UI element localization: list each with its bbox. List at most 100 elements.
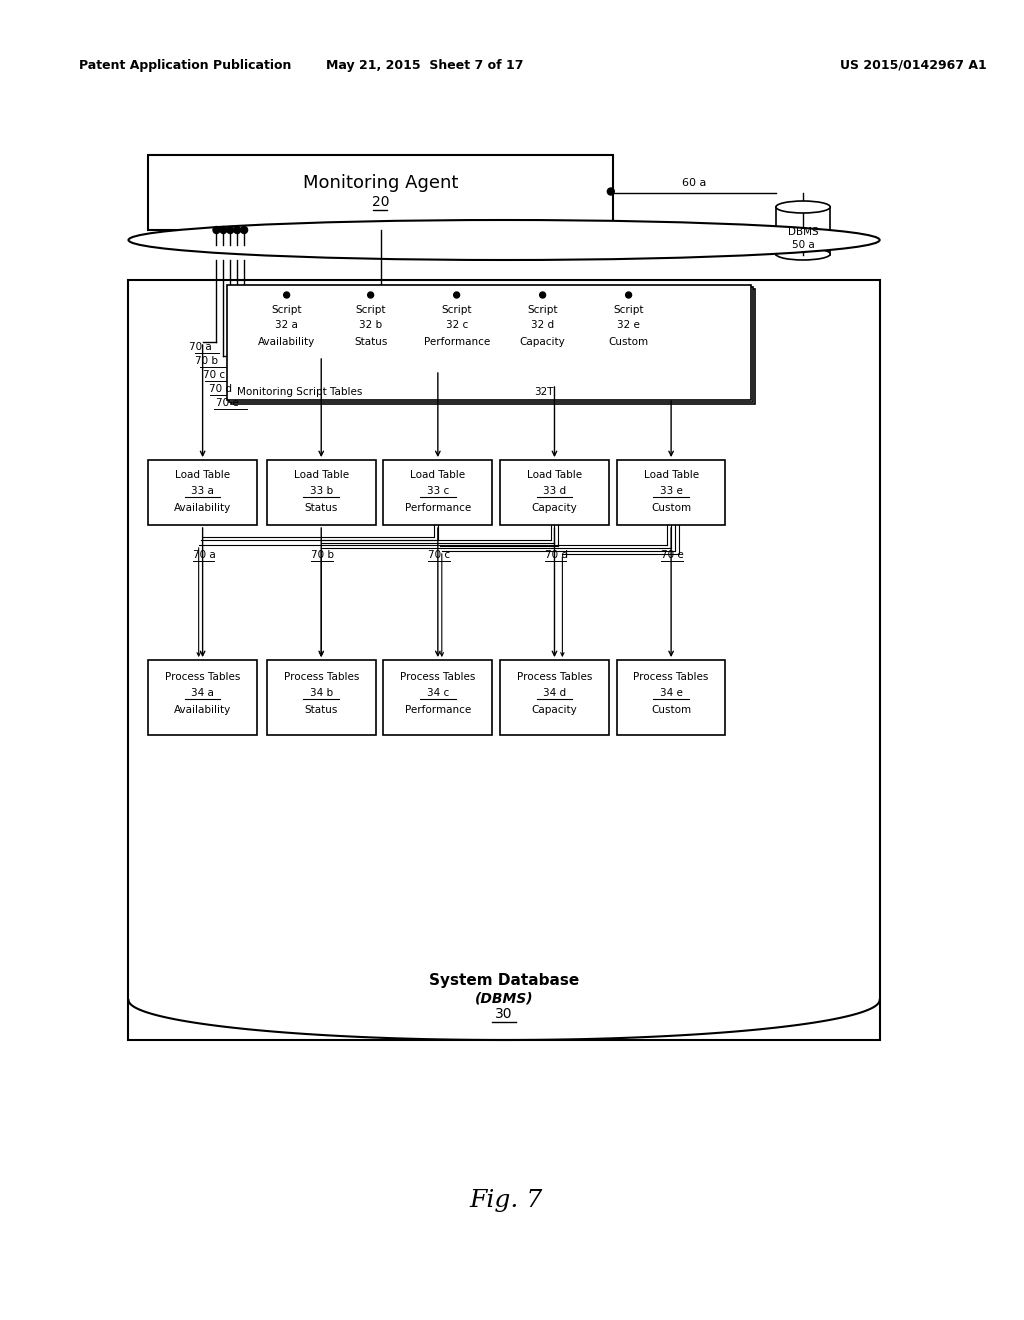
Text: Status: Status	[304, 705, 338, 715]
Text: Performance: Performance	[424, 337, 489, 347]
Text: 33 a: 33 a	[191, 486, 214, 496]
FancyBboxPatch shape	[336, 294, 406, 360]
Circle shape	[233, 227, 241, 234]
Text: May 21, 2015  Sheet 7 of 17: May 21, 2015 Sheet 7 of 17	[327, 58, 523, 71]
FancyBboxPatch shape	[148, 154, 612, 230]
Circle shape	[213, 227, 220, 234]
Text: Monitoring Script Tables: Monitoring Script Tables	[238, 387, 362, 397]
Text: Availability: Availability	[174, 503, 231, 513]
Circle shape	[540, 292, 546, 298]
Text: 34 a: 34 a	[191, 688, 214, 698]
Text: Monitoring Agent: Monitoring Agent	[303, 173, 458, 191]
FancyBboxPatch shape	[384, 459, 493, 525]
Text: Process Tables: Process Tables	[284, 672, 358, 682]
Text: (DBMS): (DBMS)	[475, 991, 534, 1005]
Text: 70 c: 70 c	[428, 550, 451, 560]
Circle shape	[241, 227, 248, 234]
Text: Load Table: Load Table	[643, 470, 698, 480]
Ellipse shape	[776, 201, 830, 213]
Text: 33 b: 33 b	[309, 486, 333, 496]
Text: 34 b: 34 b	[309, 688, 333, 698]
Text: Availability: Availability	[174, 705, 231, 715]
Circle shape	[454, 292, 460, 298]
Text: 70 a: 70 a	[193, 550, 215, 560]
Text: Custom: Custom	[651, 705, 691, 715]
FancyBboxPatch shape	[500, 459, 609, 525]
Text: DBMS: DBMS	[787, 227, 818, 238]
FancyBboxPatch shape	[148, 459, 257, 525]
Text: 34 e: 34 e	[659, 688, 683, 698]
Text: Load Table: Load Table	[175, 470, 230, 480]
Text: Script: Script	[355, 305, 386, 315]
FancyBboxPatch shape	[594, 294, 664, 360]
FancyBboxPatch shape	[229, 286, 753, 403]
Bar	[776, 207, 830, 255]
Text: 30: 30	[496, 1007, 513, 1020]
Text: 70 c: 70 c	[203, 370, 225, 380]
Text: 32 c: 32 c	[445, 319, 468, 330]
Text: Script: Script	[527, 305, 558, 315]
Circle shape	[220, 227, 227, 234]
Text: Status: Status	[304, 503, 338, 513]
FancyBboxPatch shape	[384, 660, 493, 735]
Text: 34 c: 34 c	[427, 688, 449, 698]
Text: Load Table: Load Table	[527, 470, 582, 480]
Text: Process Tables: Process Tables	[165, 672, 241, 682]
Text: 33 e: 33 e	[659, 486, 683, 496]
Text: 50 a: 50 a	[792, 240, 814, 249]
Circle shape	[626, 292, 632, 298]
Text: Script: Script	[271, 305, 302, 315]
Text: 70 d: 70 d	[209, 384, 232, 393]
Text: Capacity: Capacity	[531, 705, 578, 715]
Text: Process Tables: Process Tables	[634, 672, 709, 682]
Text: 70 e: 70 e	[216, 399, 240, 408]
Text: Custom: Custom	[651, 503, 691, 513]
FancyBboxPatch shape	[500, 660, 609, 735]
Text: Status: Status	[354, 337, 387, 347]
Text: 32 a: 32 a	[275, 319, 298, 330]
Text: 32 b: 32 b	[359, 319, 382, 330]
Text: Capacity: Capacity	[531, 503, 578, 513]
Text: 32 e: 32 e	[617, 319, 640, 330]
Text: 34 d: 34 d	[543, 688, 566, 698]
Text: Load Table: Load Table	[411, 470, 466, 480]
Text: Script: Script	[613, 305, 644, 315]
FancyBboxPatch shape	[508, 294, 578, 360]
Text: 60 a: 60 a	[682, 177, 707, 187]
FancyBboxPatch shape	[616, 459, 725, 525]
Text: 32 d: 32 d	[531, 319, 554, 330]
Text: 32T: 32T	[534, 387, 553, 397]
Ellipse shape	[128, 220, 880, 260]
Text: 70 b: 70 b	[311, 550, 335, 560]
FancyBboxPatch shape	[422, 294, 492, 360]
Circle shape	[227, 227, 233, 234]
Text: Fig. 7: Fig. 7	[469, 1188, 543, 1212]
FancyBboxPatch shape	[267, 459, 376, 525]
FancyBboxPatch shape	[616, 660, 725, 735]
FancyBboxPatch shape	[267, 660, 376, 735]
FancyBboxPatch shape	[227, 285, 752, 400]
Text: 70 d: 70 d	[545, 550, 567, 560]
Text: Performance: Performance	[404, 503, 471, 513]
Text: US 2015/0142967 A1: US 2015/0142967 A1	[840, 58, 987, 71]
FancyBboxPatch shape	[148, 660, 257, 735]
Ellipse shape	[776, 248, 830, 260]
Circle shape	[368, 292, 374, 298]
Text: 33 d: 33 d	[543, 486, 566, 496]
Text: Process Tables: Process Tables	[400, 672, 475, 682]
Circle shape	[284, 292, 290, 298]
Text: Script: Script	[441, 305, 472, 315]
FancyBboxPatch shape	[231, 289, 755, 404]
Text: System Database: System Database	[429, 973, 580, 987]
Text: Patent Application Publication: Patent Application Publication	[79, 58, 292, 71]
Circle shape	[607, 187, 614, 195]
Text: Availability: Availability	[258, 337, 315, 347]
Text: 20: 20	[372, 195, 389, 210]
Text: 70 e: 70 e	[662, 550, 684, 560]
Text: Performance: Performance	[404, 705, 471, 715]
Text: 70 b: 70 b	[196, 356, 218, 366]
Text: 33 c: 33 c	[427, 486, 449, 496]
Text: 70 a: 70 a	[188, 342, 212, 352]
FancyBboxPatch shape	[252, 294, 322, 360]
Text: Load Table: Load Table	[294, 470, 349, 480]
